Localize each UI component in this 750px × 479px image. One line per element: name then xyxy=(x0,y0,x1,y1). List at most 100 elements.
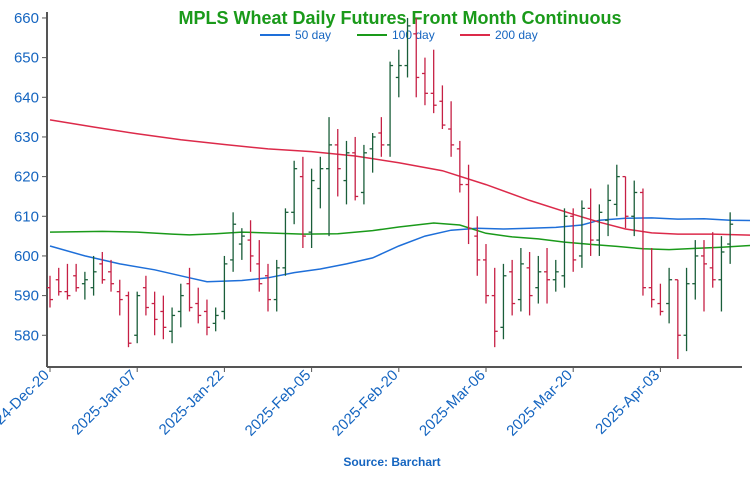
ohlc-bar xyxy=(613,164,620,217)
ohlc-bar xyxy=(186,267,193,312)
ohlc-bar xyxy=(674,279,681,360)
ohlc-bar xyxy=(221,255,228,320)
ohlc-bar xyxy=(544,248,551,304)
x-tick-label: 2025-Apr-03 xyxy=(592,367,663,438)
ohlc-bars xyxy=(47,17,734,360)
ohlc-bar xyxy=(317,156,324,209)
ohlc-bar xyxy=(552,259,559,292)
moving-average-lines xyxy=(49,119,750,283)
legend-label-ma200: 200 day xyxy=(495,28,538,42)
ohlc-bar xyxy=(99,251,106,284)
ohlc-bar xyxy=(90,255,97,296)
ohlc-bar xyxy=(421,57,428,106)
ohlc-bar xyxy=(247,220,254,272)
ohlc-bar xyxy=(195,287,202,324)
ohlc-bar xyxy=(116,279,123,316)
ohlc-bar xyxy=(639,188,646,296)
ohlc-bar xyxy=(701,240,707,312)
y-tick-label: 620 xyxy=(14,169,39,186)
ohlc-bar xyxy=(73,263,80,292)
x-tick-label: 2025-Jan-22 xyxy=(156,367,228,439)
x-tick-label: 2025-Jan-07 xyxy=(68,367,140,439)
ohlc-bar xyxy=(334,129,341,197)
ohlc-bar xyxy=(570,208,577,272)
ohlc-bar xyxy=(509,259,516,316)
y-tick-label: 590 xyxy=(14,288,39,305)
ohlc-bar xyxy=(692,240,699,300)
x-tick-label: 2024-Dec-20 xyxy=(0,367,53,440)
y-axis: 580 590 600 610 620 630 640 650 660 xyxy=(14,10,48,367)
ohlc-bar xyxy=(727,212,734,264)
ohlc-bar xyxy=(430,49,437,114)
ohlc-bar xyxy=(387,61,394,157)
ohlc-bar xyxy=(395,49,402,98)
ohlc-bar xyxy=(64,263,71,300)
x-tick-label: 2025-Mar-20 xyxy=(503,367,576,440)
y-tick-label: 580 xyxy=(14,327,39,344)
ohlc-bar xyxy=(108,259,115,292)
x-tick-label: 2025-Mar-06 xyxy=(416,367,489,440)
ohlc-bar xyxy=(404,17,411,78)
ohlc-bar xyxy=(474,216,481,276)
ohlc-bar xyxy=(631,180,638,237)
ohlc-bar xyxy=(134,291,141,344)
y-tick-label: 650 xyxy=(14,50,39,67)
series-line-ma200 xyxy=(49,119,750,236)
source-label: Source: Barchart xyxy=(343,455,440,469)
ohlc-bar xyxy=(177,283,184,328)
y-tick-label: 640 xyxy=(14,89,39,106)
ohlc-bar xyxy=(483,244,489,304)
ohlc-bar xyxy=(666,267,673,324)
ohlc-bar xyxy=(81,271,88,300)
x-tick-label: 2025-Feb-05 xyxy=(242,367,315,440)
y-tick-label: 660 xyxy=(14,10,39,27)
ohlc-bar xyxy=(605,184,612,237)
ohlc-bar xyxy=(291,160,298,225)
ohlc-bar xyxy=(265,263,271,312)
ohlc-bar xyxy=(596,204,603,256)
ohlc-bar xyxy=(125,291,132,348)
ohlc-bar xyxy=(282,208,289,276)
ohlc-bar xyxy=(343,140,350,205)
ohlc-bar xyxy=(622,175,629,229)
legend: 50 day 100 day 200 day xyxy=(260,28,538,42)
ohlc-bar xyxy=(352,136,359,201)
ohlc-bar xyxy=(491,267,498,348)
y-tick-label: 600 xyxy=(14,248,39,265)
ohlc-bar xyxy=(369,132,376,173)
ohlc-bar xyxy=(456,140,463,193)
y-tick-label: 610 xyxy=(14,208,39,225)
ohlc-bar xyxy=(360,144,367,205)
ohlc-bar xyxy=(299,156,306,249)
ohlc-bar xyxy=(212,307,219,332)
ohlc-bar xyxy=(47,275,53,308)
ohlc-bar xyxy=(169,307,176,344)
ohlc-bar xyxy=(160,295,167,340)
chart-title: MPLS Wheat Daily Futures Front Month Con… xyxy=(179,8,622,28)
ohlc-bar xyxy=(142,275,149,316)
ohlc-bar xyxy=(151,291,158,336)
x-axis: 2024-Dec-20 2025-Jan-07 2025-Jan-22 2025-Fe… xyxy=(0,366,742,440)
ohlc-bar xyxy=(465,164,472,245)
ohlc-bar xyxy=(517,248,524,312)
ohlc-bar xyxy=(578,200,585,268)
ohlc-bar xyxy=(378,117,385,157)
ohlc-bar xyxy=(230,212,237,272)
ohlc-bar xyxy=(500,263,507,340)
y-tick-label: 630 xyxy=(14,129,39,146)
ohlc-bar xyxy=(448,101,455,157)
legend-label-ma50: 50 day xyxy=(295,28,331,42)
ohlc-bar xyxy=(326,117,333,237)
ohlc-bar xyxy=(587,188,594,256)
ohlc-bar xyxy=(256,240,263,292)
ohlc-bar xyxy=(203,299,210,336)
ohlc-bar xyxy=(683,267,690,352)
ohlc-bar xyxy=(561,208,568,288)
x-tick-label: 2025-Feb-20 xyxy=(329,367,402,440)
ohlc-bar xyxy=(55,267,62,296)
ohlc-bar xyxy=(439,85,446,130)
ohlc-bar xyxy=(273,259,280,312)
ohlc-bar xyxy=(238,228,245,260)
ohlc-bar xyxy=(535,255,542,304)
